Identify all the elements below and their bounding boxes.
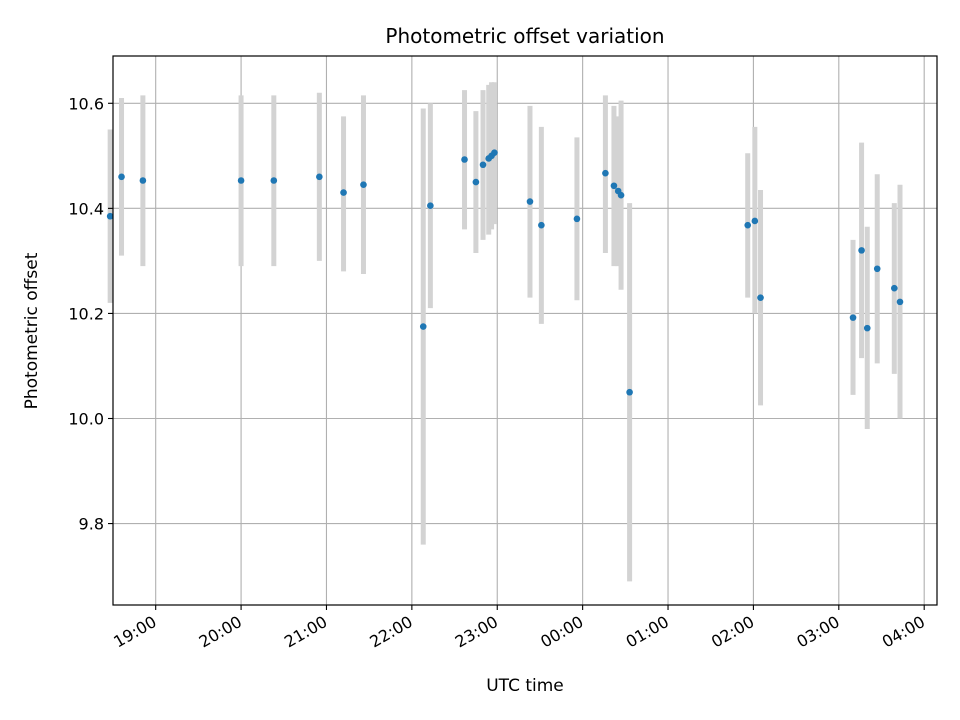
data-point bbox=[538, 221, 545, 229]
data-point bbox=[106, 212, 114, 220]
data-point bbox=[626, 388, 633, 396]
data-point bbox=[573, 215, 581, 223]
data-point bbox=[602, 169, 609, 177]
data-point bbox=[237, 177, 245, 184]
data-point bbox=[744, 221, 752, 229]
y-tick-label: 10.6 bbox=[68, 94, 104, 113]
data-point bbox=[849, 314, 857, 321]
chart-title: Photometric offset variation bbox=[385, 24, 664, 48]
data-point bbox=[479, 161, 487, 169]
plot-frame bbox=[112, 55, 938, 606]
data-point bbox=[427, 202, 434, 210]
data-point bbox=[873, 265, 881, 273]
data-point bbox=[526, 198, 534, 205]
data-points bbox=[106, 149, 904, 396]
y-tick-label: 10.2 bbox=[68, 304, 104, 323]
y-axis-ticks: 9.8 10.0 10.2 10.4 10.6 bbox=[68, 94, 113, 534]
data-point bbox=[617, 191, 625, 199]
y-tick-label: 9.8 bbox=[79, 515, 104, 534]
y-axis-label: Photometric offset bbox=[22, 252, 42, 409]
data-point bbox=[610, 182, 618, 190]
data-point bbox=[139, 177, 147, 184]
y-tick-label: 10.0 bbox=[68, 409, 104, 428]
data-point bbox=[360, 181, 367, 189]
data-point bbox=[118, 173, 125, 181]
data-point bbox=[891, 284, 898, 292]
data-point bbox=[896, 298, 904, 306]
data-point bbox=[472, 178, 480, 186]
data-point bbox=[751, 217, 759, 225]
data-point bbox=[316, 173, 323, 181]
data-point bbox=[863, 324, 871, 332]
data-point bbox=[340, 189, 347, 196]
data-point bbox=[491, 149, 498, 156]
data-point bbox=[270, 177, 278, 184]
data-point bbox=[757, 294, 764, 301]
x-axis-label: UTC time bbox=[486, 676, 564, 696]
data-point bbox=[858, 247, 865, 254]
data-point bbox=[461, 156, 468, 163]
y-tick-label: 10.4 bbox=[68, 199, 104, 218]
data-point bbox=[419, 323, 427, 330]
